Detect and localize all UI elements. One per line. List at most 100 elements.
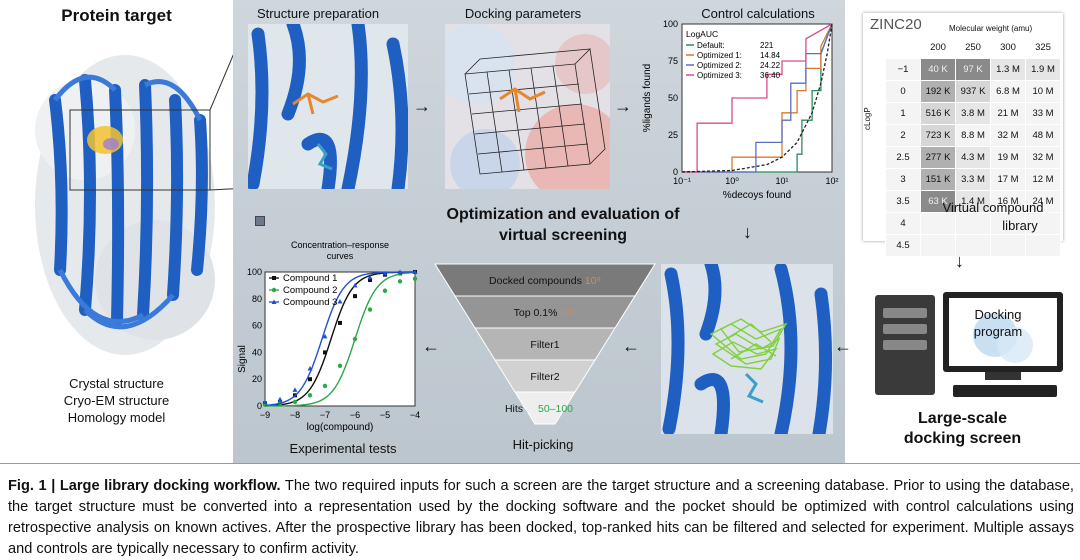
roc-series-line	[682, 23, 833, 173]
zinc-count-cell: 12 M	[1025, 168, 1061, 191]
dose-point-triangle	[412, 269, 418, 274]
roc-legend-title: LogAUC	[686, 29, 718, 39]
roc-ytick-label: 50	[668, 93, 678, 103]
docking-program-label-1: Docking	[974, 307, 1022, 322]
zinc-row: 4	[885, 212, 1061, 235]
library-label-1: Virtual compound	[942, 200, 1044, 215]
zinc-corner-cell	[885, 36, 921, 59]
control-calc-label: Control calculations	[701, 6, 815, 21]
dose-point-triangle	[367, 274, 373, 280]
dose-ytick-label: 60	[252, 321, 262, 331]
dose-point-circle	[382, 288, 388, 293]
funnel-tier-count: 10⁹	[582, 275, 601, 287]
dose-point-circle	[337, 363, 343, 368]
zinc-mw-header: 250	[955, 36, 991, 59]
dose-point-triangle	[292, 387, 298, 392]
caption-title: Fig. 1 | Large library docking workflow.	[8, 478, 281, 494]
roc-legend-name: Default:	[697, 41, 725, 50]
zinc-db-name: ZINC20	[870, 16, 922, 33]
roc-ytick-label: 0	[673, 167, 678, 177]
dose-point-triangle	[397, 269, 403, 274]
dose-point-circle	[397, 279, 403, 284]
arrow-down-1-icon: ↓	[743, 222, 752, 242]
dose-point-square	[323, 350, 327, 355]
optimization-panel: Structure preparation Docking parameters…	[233, 0, 845, 463]
library-panel: ZINC20 Molecular weight (amu) cLogP 200 2…	[845, 0, 1080, 463]
dose-xtick-label: −9	[260, 410, 270, 420]
zinc-logp-header: 2.5	[885, 146, 921, 169]
roc-legend-name: Optimized 2:	[697, 61, 742, 70]
zinc-count-cell: 192 K	[920, 80, 956, 103]
zinc-mw-header: 200	[920, 36, 956, 59]
dose-point-circle	[307, 393, 313, 398]
caption-divider	[0, 463, 1080, 464]
zinc-logp-header: 4	[885, 212, 921, 235]
screen-label-1: Large-scale	[918, 410, 1007, 427]
zinc-row: 4.5	[885, 234, 1061, 257]
roc-ytick-label: 25	[668, 130, 678, 140]
roc-ylabel: %ligands found	[642, 64, 653, 132]
dose-legend-name: Compound 2	[283, 285, 337, 296]
zinc-count-cell	[1025, 234, 1061, 257]
dose-point-triangle	[262, 399, 268, 404]
dose-point-triangle	[307, 365, 313, 371]
zinc-row: 2 723 K 8.8 M 32 M 48 M	[885, 124, 1061, 147]
source-crystal: Crystal structure	[69, 376, 164, 391]
zinc-logp-header: 3	[885, 168, 921, 191]
figure-caption: Fig. 1 | Large library docking workflow.…	[8, 476, 1074, 560]
roc-xtick-label: 10²	[825, 176, 838, 186]
zinc-count-cell: 3.8 M	[955, 102, 991, 125]
dose-point-circle	[322, 383, 328, 389]
funnel-tier-count: 10⁵	[557, 307, 576, 319]
dose-point-square	[368, 278, 372, 283]
mw-axis-label: Molecular weight (amu)	[949, 24, 1033, 33]
zinc-mw-header: 325	[1025, 36, 1061, 59]
roc-legend-value: 36.40	[760, 71, 781, 80]
funnel-tier-name: Top 0.1%	[514, 307, 558, 319]
zinc-logp-header: 0	[885, 80, 921, 103]
funnel-tier-label: Filter1	[530, 339, 559, 351]
dose-point-circle	[367, 307, 373, 312]
caption-text: The two required inputs for such a scree…	[8, 478, 1074, 557]
dose-fit-curve	[265, 271, 416, 407]
zinc-row: 1 516 K 3.8 M 21 M 33 M	[885, 102, 1061, 125]
arrow-down-2-icon: ↓	[955, 251, 964, 271]
zinc-count-cell: 6.8 M	[990, 80, 1026, 103]
zinc-count-cell: 32 M	[1025, 146, 1061, 169]
dose-title-line2: curves	[327, 251, 354, 261]
protein-structure-image	[35, 55, 215, 355]
funnel-tier-label: Top 0.1% 10⁵	[514, 307, 577, 319]
dose-ytick-label: 0	[257, 401, 262, 411]
dose-xtick-label: −7	[320, 410, 330, 420]
zinc-count-cell: 516 K	[920, 102, 956, 125]
dose-xtick-label: −6	[350, 410, 360, 420]
zinc-count-cell: 21 M	[990, 102, 1026, 125]
zinc-count-cell: 24 M	[1025, 190, 1061, 213]
dose-xtick-label: −8	[290, 410, 300, 420]
roc-series-line	[682, 23, 833, 173]
dose-legend-marker	[272, 276, 276, 280]
zinc-logp-header: 2	[885, 124, 921, 147]
screen-label-2: docking screen	[903, 430, 1022, 447]
funnel-tier-name: Filter1	[530, 339, 559, 351]
logp-axis-label: cLogP	[863, 107, 872, 130]
structure-prep-label: Structure preparation	[256, 6, 380, 21]
arrow-left-2-icon: ←	[622, 336, 640, 356]
docking-params-label: Docking parameters	[464, 6, 582, 21]
dose-point-square	[338, 320, 342, 325]
zinc-count-cell: 10 M	[1025, 80, 1061, 103]
center-title-line1: Optimization and evaluation of	[446, 206, 680, 223]
dose-title-line1: Concentration–response	[291, 240, 389, 250]
funnel-tier-name: Docked compounds	[489, 275, 582, 287]
zinc-row: 0 192 K 937 K 6.8 M 10 M	[885, 80, 1061, 103]
roc-legend-name: Optimized 3:	[697, 71, 742, 80]
roc-legend-name: Optimized 1:	[697, 51, 742, 60]
funnel-tier-name: Filter2	[530, 371, 559, 383]
dose-point-square	[353, 294, 357, 299]
hit-funnel: Docked compounds 10⁹ Top 0.1% 10⁵ Filter1 F…	[434, 263, 656, 425]
docking-program-label-2: program	[973, 324, 1023, 339]
zinc-row: 3 151 K 3.3 M 17 M 12 M	[885, 168, 1061, 191]
zinc-mw-header: 300	[990, 36, 1026, 59]
roc-ytick-label: 100	[663, 20, 678, 29]
dose-xlabel: log(compound)	[307, 422, 374, 433]
